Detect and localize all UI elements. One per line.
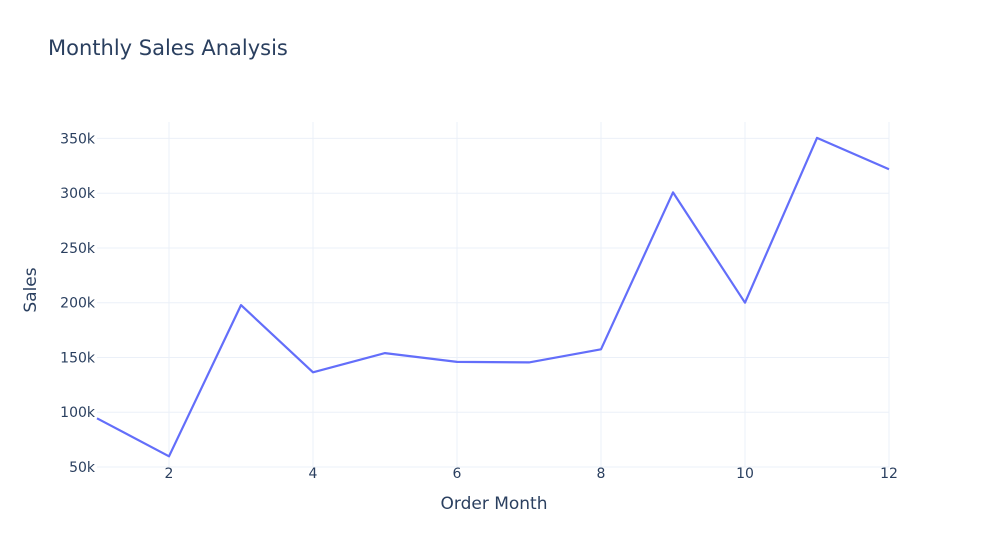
data-point (887, 167, 891, 171)
data-point (239, 303, 243, 307)
x-axis-title: Order Month (441, 494, 548, 514)
series-layer (95, 136, 891, 458)
data-point (671, 190, 675, 194)
x-tick-label: 4 (309, 466, 318, 482)
x-gridlines (168, 122, 890, 467)
y-tick-label: 100k (60, 405, 96, 421)
series-line (96, 136, 890, 458)
y-tick-label: 200k (60, 296, 96, 312)
x-tick-label: 10 (736, 466, 754, 482)
x-tick-label: 8 (597, 466, 606, 482)
data-point (311, 370, 315, 374)
data-point (815, 136, 819, 140)
y-tick-label: 250k (60, 241, 96, 257)
y-axis-ticks: 50k 100k 150k 200k 250k 300k 350k (60, 131, 96, 476)
data-point (527, 360, 531, 364)
y-gridlines (97, 137, 889, 468)
x-tick-label: 2 (165, 466, 174, 482)
data-point (455, 360, 459, 364)
x-tick-label: 6 (453, 466, 462, 482)
x-axis-ticks: 2 4 6 8 10 12 (165, 466, 898, 482)
data-point (743, 301, 747, 305)
data-point (167, 454, 171, 458)
data-point (599, 347, 603, 351)
y-tick-label: 150k (60, 350, 96, 366)
chart-title: Monthly Sales Analysis (48, 36, 288, 60)
y-tick-label: 350k (60, 131, 96, 147)
y-tick-label: 300k (60, 186, 96, 202)
y-tick-label: 50k (69, 460, 96, 476)
x-tick-label: 12 (880, 466, 898, 482)
y-axis-title: Sales (21, 267, 41, 312)
data-point (383, 351, 387, 355)
data-point (95, 416, 99, 420)
